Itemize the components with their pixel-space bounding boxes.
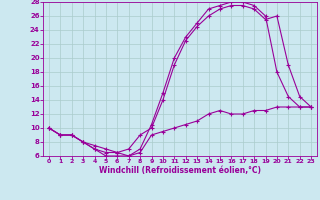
X-axis label: Windchill (Refroidissement éolien,°C): Windchill (Refroidissement éolien,°C) (99, 166, 261, 175)
